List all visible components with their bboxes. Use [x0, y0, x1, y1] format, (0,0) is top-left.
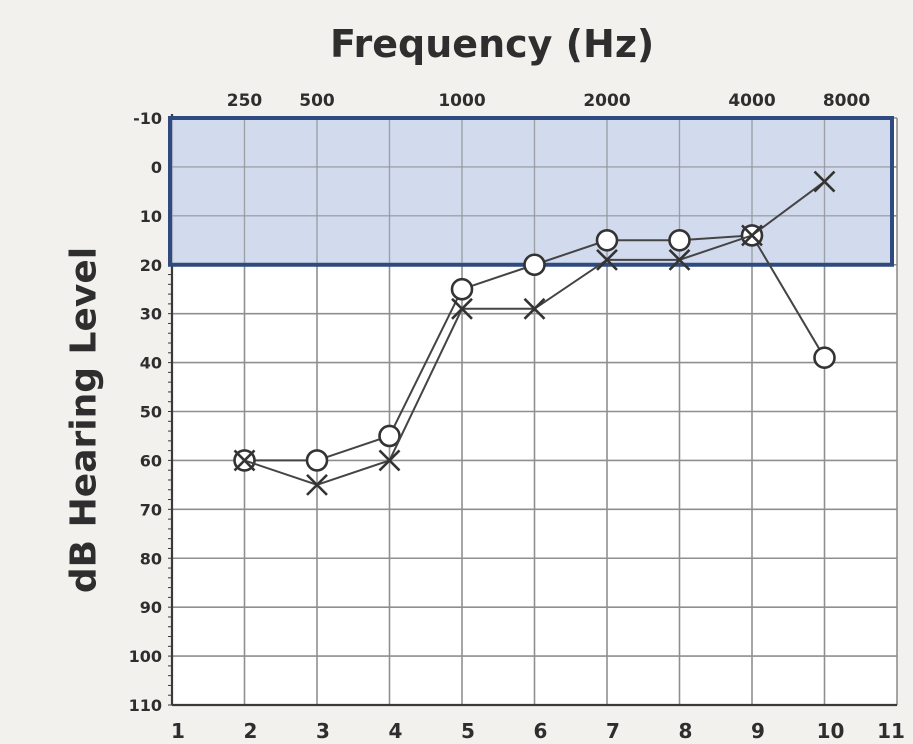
x-tick-label: 6 [534, 719, 548, 743]
y-tick-label: 50 [140, 403, 162, 422]
circle-marker [305, 449, 329, 472]
highlight-band [168, 116, 894, 267]
y-tick-label: 20 [140, 256, 162, 275]
cross-stroke [451, 297, 473, 320]
frequency-label: 500 [299, 91, 335, 111]
cross-marker [813, 170, 836, 193]
frequency-label: 1000 [438, 91, 485, 111]
x-tick-label: 9 [751, 719, 765, 743]
y-tick-label: 40 [140, 354, 162, 373]
cross-stroke [596, 248, 618, 271]
cross-stroke [233, 449, 256, 472]
frequency-label: 4000 [728, 91, 775, 111]
cross-stroke [741, 224, 763, 247]
y-tick-label: 90 [140, 598, 162, 617]
cross-stroke [306, 473, 328, 496]
y-tick-label: 30 [140, 305, 162, 324]
x-tick-label: 4 [389, 719, 403, 743]
cross-marker [378, 449, 401, 472]
x-tick-label: 7 [606, 719, 620, 743]
x-tick-label: 8 [679, 719, 693, 743]
cross-marker [523, 297, 546, 320]
x-tick-label: 2 [244, 719, 258, 743]
y-tick-label: 100 [129, 647, 162, 666]
y-tick-label: 0 [151, 158, 162, 177]
circle-marker [668, 228, 691, 252]
cross-marker [233, 449, 256, 472]
frequency-label: 2000 [583, 91, 630, 111]
cross-stroke [523, 297, 546, 320]
cross-stroke [813, 170, 836, 193]
y-tick-label: 80 [140, 549, 162, 568]
y-tick-label: -10 [133, 109, 162, 128]
circle-marker [378, 424, 401, 448]
cross-marker [741, 224, 763, 247]
cross-marker [596, 248, 618, 271]
cross-marker [668, 248, 691, 271]
circle-marker [450, 277, 474, 301]
cross-marker [306, 473, 328, 496]
y-tick-label: 110 [129, 696, 162, 715]
circle-marker [595, 228, 619, 252]
cross-stroke [378, 449, 401, 472]
circle-marker [523, 253, 546, 277]
y-tick-label: 70 [140, 500, 162, 519]
x-tick-label: 11 [877, 719, 905, 743]
x-tick-label: 10 [817, 719, 845, 743]
chart-title: Frequency (Hz) [330, 22, 655, 66]
x-tick-label: 5 [461, 719, 475, 743]
circle-marker [813, 346, 836, 369]
frequency-label: 8000 [823, 91, 870, 111]
x-tick-label: 3 [316, 719, 330, 743]
x-tick-label: 1 [171, 719, 185, 743]
frequency-label: 250 [227, 91, 263, 111]
cross-marker [451, 297, 473, 320]
y-tick-label: 10 [140, 207, 162, 226]
y-tick-label: 60 [140, 451, 162, 470]
cross-stroke [668, 248, 691, 271]
